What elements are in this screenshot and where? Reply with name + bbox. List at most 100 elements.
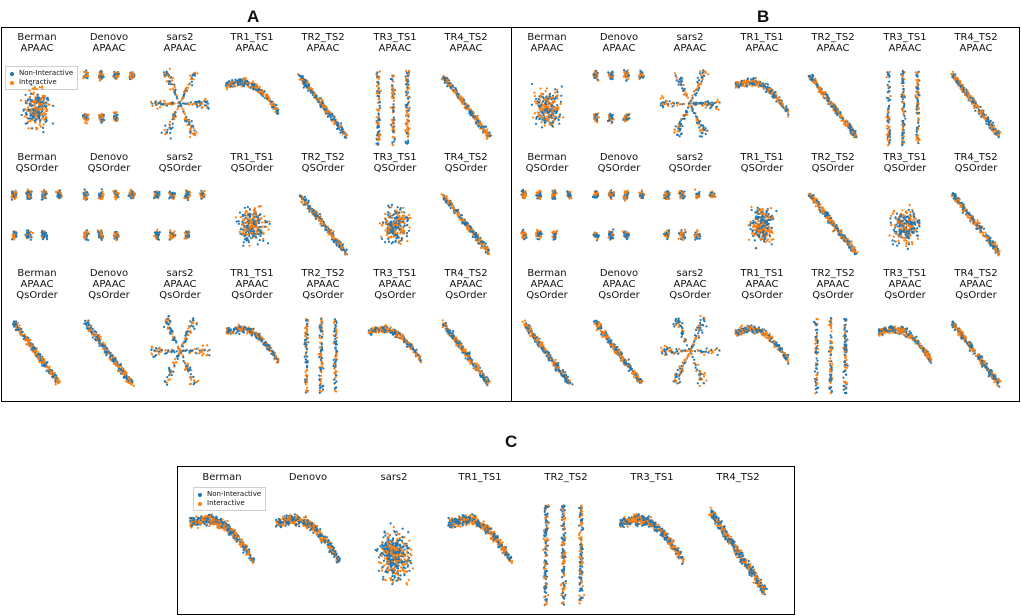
point-interactive — [132, 384, 135, 387]
point-interactive — [392, 88, 395, 91]
point-interactive — [251, 225, 255, 228]
point-interactive — [85, 119, 88, 122]
point-interactive — [171, 87, 174, 90]
point-interactive — [387, 227, 390, 230]
point-non-interactive — [302, 198, 306, 201]
point-interactive — [407, 95, 410, 98]
point-interactive — [163, 99, 166, 102]
point-non-interactive — [318, 391, 321, 394]
point-interactive — [465, 107, 468, 110]
point-interactive — [202, 352, 205, 355]
point-interactive — [248, 82, 251, 85]
subplot-title: TR2_TS2 APAAC QsOrder — [290, 268, 356, 301]
point-non-interactive — [457, 92, 460, 96]
point-non-interactive — [156, 196, 159, 199]
point-interactive — [40, 357, 44, 360]
point-interactive — [405, 110, 408, 113]
point-non-interactive — [95, 335, 99, 339]
point-interactive — [244, 212, 247, 215]
point-interactive — [456, 213, 459, 216]
point-non-interactive — [179, 104, 182, 107]
point-non-interactive — [200, 197, 203, 200]
point-interactive — [40, 86, 44, 89]
point-interactive — [252, 209, 255, 212]
point-interactive — [406, 240, 409, 243]
panel-c — [177, 466, 795, 615]
point-interactive — [225, 86, 228, 89]
point-interactive — [116, 118, 119, 121]
point-interactive — [375, 116, 378, 119]
point-non-interactive — [41, 195, 44, 199]
point-interactive — [99, 231, 103, 234]
point-non-interactive — [29, 238, 32, 241]
point-non-interactive — [200, 101, 203, 104]
subplot-title-line: APAAC — [92, 43, 126, 54]
subplot-title-line: sars2 — [166, 32, 194, 43]
point-non-interactive — [170, 193, 173, 196]
point-non-interactive — [189, 373, 192, 376]
point-interactive — [263, 221, 266, 224]
point-non-interactive — [306, 361, 309, 364]
point-non-interactive — [154, 100, 157, 103]
subplot-title: Berman APAAC QsOrder — [4, 268, 70, 301]
point-non-interactive — [38, 117, 41, 120]
point-interactive — [25, 335, 28, 338]
point-interactive — [195, 131, 198, 134]
point-interactive — [201, 354, 204, 357]
point-interactive — [82, 77, 85, 80]
point-non-interactive — [303, 78, 306, 81]
point-non-interactive — [167, 74, 171, 77]
point-interactive — [306, 320, 309, 323]
subplot-a-2-1: Denovo APAAC QsOrder — [76, 268, 142, 398]
point-interactive — [259, 89, 262, 93]
point-interactive — [319, 341, 322, 344]
point-interactive — [183, 368, 186, 371]
point-interactive — [378, 70, 382, 73]
point-interactive — [407, 113, 410, 116]
scatter-plot — [153, 189, 206, 241]
point-non-interactive — [442, 76, 445, 79]
subplot-title: Berman APAAC — [4, 32, 70, 54]
subplot-title-line: APAAC — [449, 43, 483, 54]
point-interactive — [237, 323, 240, 326]
point-interactive — [169, 88, 172, 91]
point-non-interactive — [45, 105, 48, 108]
point-non-interactive — [40, 110, 43, 113]
point-non-interactive — [22, 109, 25, 112]
point-non-interactive — [29, 114, 32, 117]
point-interactive — [197, 379, 200, 382]
point-non-interactive — [169, 131, 172, 134]
point-non-interactive — [391, 227, 394, 230]
point-non-interactive — [403, 211, 406, 214]
point-interactive — [169, 120, 172, 123]
point-non-interactive — [340, 248, 343, 251]
point-non-interactive — [117, 195, 120, 198]
point-non-interactive — [329, 116, 332, 119]
point-interactive — [39, 125, 43, 128]
point-non-interactive — [235, 332, 238, 335]
point-non-interactive — [105, 350, 108, 353]
point-non-interactive — [168, 367, 171, 370]
point-non-interactive — [85, 323, 88, 326]
point-non-interactive — [393, 118, 396, 121]
point-interactive — [38, 86, 41, 89]
point-interactive — [333, 367, 336, 370]
point-interactive — [130, 383, 133, 386]
point-interactive — [34, 114, 37, 117]
point-non-interactive — [325, 229, 328, 232]
point-non-interactive — [45, 101, 48, 104]
point-non-interactive — [471, 113, 474, 116]
point-non-interactive — [172, 370, 175, 373]
point-non-interactive — [387, 204, 390, 207]
point-non-interactive — [153, 190, 156, 193]
point-interactive — [171, 335, 174, 338]
point-non-interactive — [377, 87, 380, 90]
point-interactive — [188, 191, 192, 194]
point-interactive — [378, 222, 382, 225]
point-non-interactive — [243, 206, 246, 209]
point-non-interactive — [245, 231, 248, 234]
point-non-interactive — [14, 320, 18, 323]
subplot-title-line: QsOrder — [88, 290, 130, 301]
point-interactive — [168, 123, 171, 126]
subplot-title: TR1_TS1 QSOrder — [219, 152, 285, 174]
